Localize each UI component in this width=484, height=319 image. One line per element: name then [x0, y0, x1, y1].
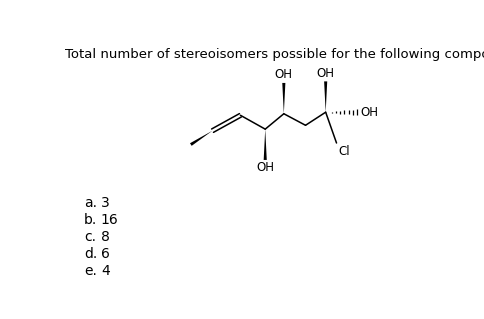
- Polygon shape: [190, 131, 212, 146]
- Text: a.: a.: [84, 196, 97, 210]
- Text: 8: 8: [101, 230, 109, 244]
- Text: 16: 16: [101, 213, 119, 227]
- Text: Cl: Cl: [337, 145, 349, 158]
- Text: c.: c.: [84, 230, 96, 244]
- Text: e.: e.: [84, 264, 96, 278]
- Text: b.: b.: [84, 213, 97, 227]
- Text: Total number of stereoisomers possible for the following compounds is: Total number of stereoisomers possible f…: [65, 48, 484, 61]
- Polygon shape: [263, 129, 266, 160]
- Text: OH: OH: [256, 161, 273, 174]
- Polygon shape: [282, 83, 285, 114]
- Text: 3: 3: [101, 196, 109, 210]
- Text: OH: OH: [316, 67, 334, 80]
- Text: 6: 6: [101, 247, 109, 261]
- Text: OH: OH: [360, 106, 378, 119]
- Polygon shape: [323, 81, 327, 112]
- Text: 4: 4: [101, 264, 109, 278]
- Text: OH: OH: [274, 68, 292, 81]
- Text: d.: d.: [84, 247, 97, 261]
